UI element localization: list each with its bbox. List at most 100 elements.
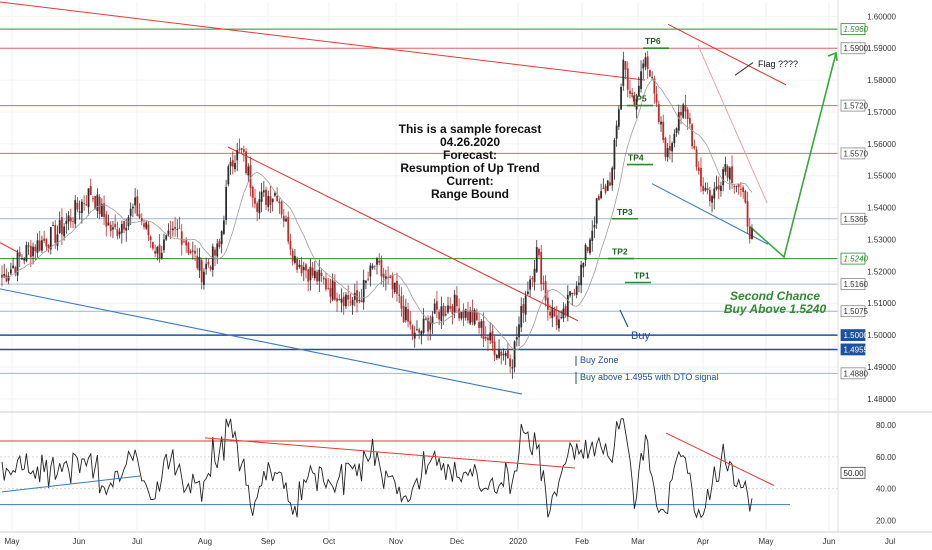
candle-body [562,308,565,319]
candle-body [518,324,520,338]
level-price-box [840,42,866,55]
candle-body [604,185,607,193]
candle-body [653,78,656,94]
candle-body [538,248,540,256]
forecast-arrow [749,52,837,259]
candle-body [378,260,381,263]
candle-body [708,189,711,202]
trendline-descending-red [227,146,579,322]
candle-body [309,266,312,281]
candle-body [560,316,563,318]
level-price-label: 1.5240 [844,255,869,264]
candle-body [16,252,19,276]
level-price-label: 1.5570 [844,149,869,158]
level-price-label: 1.5960 [844,25,869,34]
candle-body [311,267,314,276]
candle-body [713,188,716,199]
candle-body [238,148,241,150]
buy-above-label: Buy above 1.4955 with DTO signal [580,372,718,382]
candle-body [240,148,243,150]
candle-body [431,316,434,325]
candle-body [38,240,41,251]
candle-body [247,166,250,176]
candle-body [49,226,52,250]
candle-body [54,225,57,243]
candle-body [163,239,165,251]
candle-body [89,185,92,195]
x-tick-label: Feb [575,537,589,546]
level-price-label: 1.5365 [844,215,869,224]
candle-body [300,264,303,274]
candle-body [671,143,674,152]
candle-body [631,92,634,95]
candle-body [657,104,660,123]
candle-body [225,187,228,220]
candle-body [735,185,738,187]
candle-body [23,258,26,261]
candle-body [298,264,301,267]
candle-body [118,231,121,235]
candle-body [371,265,374,269]
forecast-text-line: Current: [446,174,493,188]
x-tick-label: 2020 [509,537,527,546]
candle-body [728,167,731,180]
candle-body [78,211,81,213]
candle-body [169,228,172,230]
candle-body [7,276,10,281]
candle-body [544,281,547,301]
buy-zone-label: Buy Zone [580,355,619,365]
candle-body [353,292,356,300]
candle-body [14,267,17,273]
x-tick-label: Oct [323,537,336,546]
target-label: TP6 [645,36,661,46]
candle-body [58,220,61,234]
candle-body [69,217,72,222]
candle-body [478,322,480,328]
candle-body [535,247,538,272]
candle-body [660,121,662,125]
candle-body [198,257,201,271]
candle-body [624,61,627,70]
candle-body [151,242,154,249]
candle-body [369,265,372,277]
candle-body [586,247,589,251]
level-price-label: 1.4955 [844,345,869,354]
candle-body [637,85,640,97]
candle-body [407,309,409,322]
level-price-box [840,147,866,160]
candle-body [507,350,509,359]
trendlines-layer [0,1,838,395]
candle-body [293,255,296,263]
osc-current-box [840,466,866,479]
candle-body [194,250,196,254]
candle-body [83,203,86,205]
second-chance-line: Second Chance [730,289,820,303]
candle-body [67,215,70,222]
candle-body [345,294,347,307]
trendline-long-blue [0,288,523,395]
candle-body [167,230,170,235]
y-tick-label: 1.56000 [867,140,896,149]
candle-body [569,291,571,296]
candle-body [513,341,516,368]
candle-body [27,245,30,247]
candle-body [211,246,214,270]
candle-body [737,183,740,187]
candle-body [393,282,396,292]
candle-body [642,63,645,69]
candle-body [329,288,332,297]
candle-body [387,276,389,278]
candle-body [289,241,292,250]
candle-body [229,161,232,167]
candle-body [402,305,405,322]
candle-body [318,269,321,282]
x-tick-label: Jul [885,537,895,546]
candle-body [251,186,254,198]
candle-body [668,145,671,151]
candle-body [717,185,720,190]
y-tick-label: 1.51000 [867,299,896,308]
candle-body [100,203,103,217]
candle-body [327,288,330,290]
candle-body [396,281,398,294]
